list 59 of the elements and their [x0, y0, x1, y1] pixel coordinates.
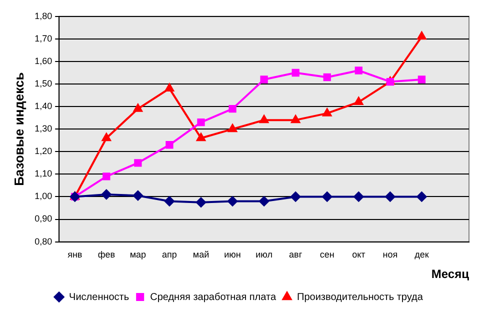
point [354, 97, 364, 106]
point [259, 196, 270, 206]
point [354, 66, 362, 74]
point [417, 32, 426, 40]
point [323, 73, 331, 82]
point [228, 196, 238, 206]
point [197, 118, 205, 126]
point [322, 108, 332, 116]
point [228, 124, 237, 132]
y-tick-label: 1,00 [34, 191, 52, 202]
x-tick-label: янв [68, 250, 82, 260]
y-axis-title: Базовые индексь [11, 72, 26, 186]
y-tick-label: 1,70 [34, 33, 52, 44]
point [260, 115, 269, 124]
legend-label: Средняя заработная плата [150, 292, 276, 303]
y-tick-label: 1,10 [34, 168, 52, 179]
point [291, 115, 300, 124]
point [292, 68, 300, 77]
point [101, 189, 112, 200]
point [322, 192, 332, 202]
y-tick-label: 0,80 [34, 236, 52, 246]
y-tick-label: 1,60 [34, 56, 52, 66]
x-tick-label: апр [162, 250, 177, 260]
y-tick-label: 1,80 [34, 10, 52, 21]
point [165, 84, 174, 92]
y-tick-label: 1,20 [34, 146, 52, 156]
point [418, 76, 426, 84]
x-axis-title: Месяц [431, 267, 470, 282]
point [196, 197, 206, 208]
point [164, 196, 174, 206]
point [228, 104, 236, 113]
x-tick-label: мар [130, 250, 146, 260]
x-tick-label: июл [256, 250, 272, 260]
x-tick-label: сен [320, 250, 334, 260]
point [416, 192, 427, 202]
y-tick-label: 1,30 [34, 124, 52, 134]
point [166, 141, 174, 149]
point [290, 192, 301, 202]
point [132, 190, 143, 201]
legend-label: Численность [69, 292, 130, 303]
point [196, 133, 206, 142]
y-tick-label: 0,90 [34, 214, 52, 224]
point [354, 192, 364, 202]
x-tick-label: окт [352, 250, 366, 260]
point [385, 192, 396, 202]
y-tick-label: 1,50 [34, 78, 52, 89]
point [102, 133, 111, 142]
point [260, 76, 268, 84]
point [134, 159, 142, 167]
x-tick-label: авг [289, 250, 303, 260]
x-tick-label: май [192, 250, 210, 260]
legend-label: Производительность труда [297, 292, 424, 303]
point [102, 172, 110, 180]
x-tick-label: фев [98, 250, 116, 260]
x-tick-label: дек [414, 250, 429, 260]
x-tick-label: июн [224, 250, 241, 260]
point [133, 104, 142, 112]
x-tick-label: ноя [382, 250, 398, 260]
y-tick-label: 1,40 [34, 101, 52, 112]
